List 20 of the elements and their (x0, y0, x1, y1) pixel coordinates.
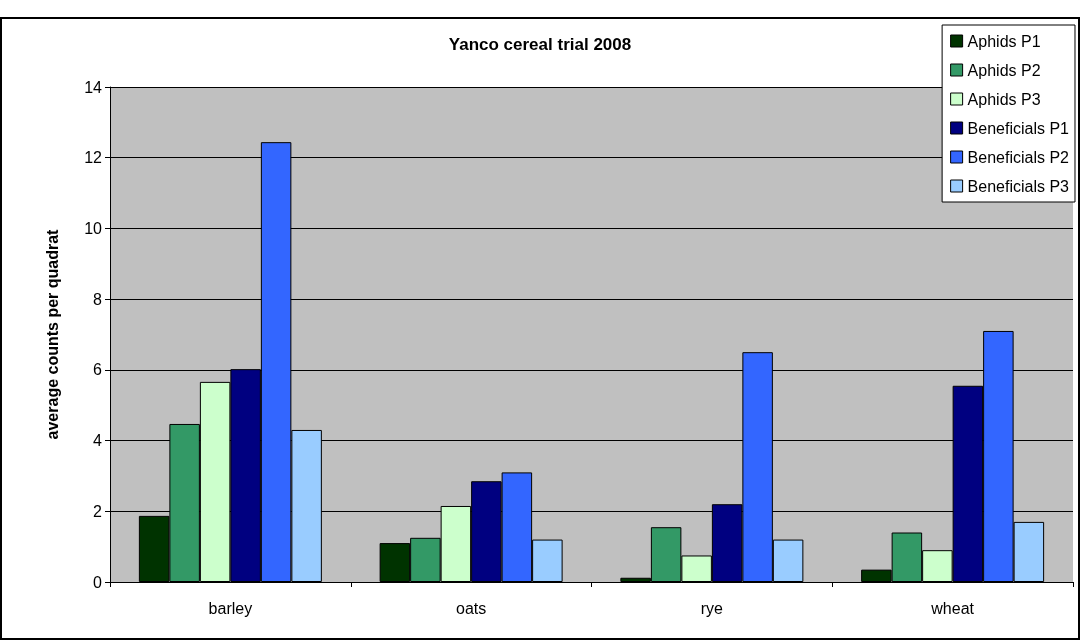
x-tick-label: barley (208, 599, 253, 617)
x-tick-label: rye (700, 599, 724, 617)
y-tick-label: 4 (93, 432, 103, 450)
legend-label: Aphids P1 (967, 32, 1041, 50)
legend-label: Beneficials P3 (967, 177, 1070, 195)
legend-label: Beneficials P1 (967, 119, 1070, 137)
legend-label: Beneficials P2 (967, 148, 1070, 166)
chart-title: Yanco cereal trial 2008 (448, 35, 632, 54)
y-tick-label: 8 (93, 290, 103, 308)
y-tick-label: 6 (93, 361, 103, 379)
y-tick-label: 12 (84, 149, 103, 167)
legend-label: Aphids P3 (967, 90, 1041, 108)
y-tick-label: 10 (84, 219, 103, 237)
y-axis-title: average counts per quadrat (43, 228, 61, 440)
y-tick-label: 2 (93, 502, 103, 520)
y-tick-label: 0 (93, 573, 103, 591)
x-tick-label: wheat (930, 599, 975, 617)
y-tick-label: 14 (84, 78, 103, 96)
legend-label: Aphids P2 (967, 61, 1041, 79)
x-tick-label: oats (456, 599, 487, 617)
